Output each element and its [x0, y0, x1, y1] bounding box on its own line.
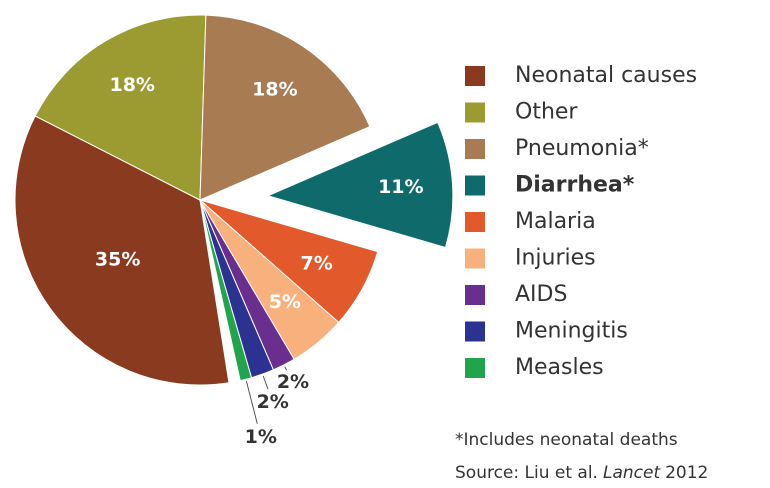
pie-slice [34, 14, 207, 201]
pie-slice [14, 115, 230, 386]
footnote: *Includes neonatal deaths [455, 430, 678, 450]
legend-swatch [465, 212, 485, 232]
slice-label: 11% [378, 176, 423, 198]
slice-label: 18% [252, 78, 297, 100]
source-year: 2012 [665, 463, 708, 483]
slice-label: 7% [301, 253, 333, 275]
slice-label: 35% [95, 248, 140, 270]
legend-label: Pneumonia* [515, 136, 649, 161]
slice-label: 2% [257, 391, 289, 413]
legend-swatch [465, 139, 485, 159]
leader-line [245, 381, 258, 424]
legend-swatch [465, 175, 485, 196]
source-journal: Lancet [603, 463, 661, 483]
legend-label: AIDS [515, 282, 567, 307]
leader-line [262, 375, 269, 390]
legend-swatch [465, 358, 485, 378]
legend-swatch [465, 66, 485, 86]
pie-slice [199, 14, 371, 201]
legend-label: Diarrhea* [515, 173, 635, 198]
legend-swatch [465, 285, 485, 305]
source-prefix: Source: Liu et al. [455, 463, 598, 483]
legend-label: Malaria [515, 209, 596, 234]
legend-swatch [465, 321, 485, 342]
slice-label: 18% [109, 74, 154, 96]
legend-swatch [465, 248, 485, 269]
legend-label: Neonatal causes [515, 63, 697, 88]
slice-label: 1% [245, 426, 277, 448]
legend-label: Other [515, 100, 578, 125]
slice-label: 2% [277, 371, 309, 393]
legend-label: Measles [515, 355, 604, 380]
pie-slice [199, 199, 253, 382]
legend-label: Meningitis [515, 319, 628, 344]
legend-swatch [465, 102, 485, 123]
pie-slice [266, 121, 454, 249]
slice-label: 5% [269, 291, 301, 313]
leader-line [284, 366, 288, 371]
legend-label: Injuries [515, 246, 596, 271]
source: Source: Liu et al. Lancet 2012 [455, 463, 708, 483]
